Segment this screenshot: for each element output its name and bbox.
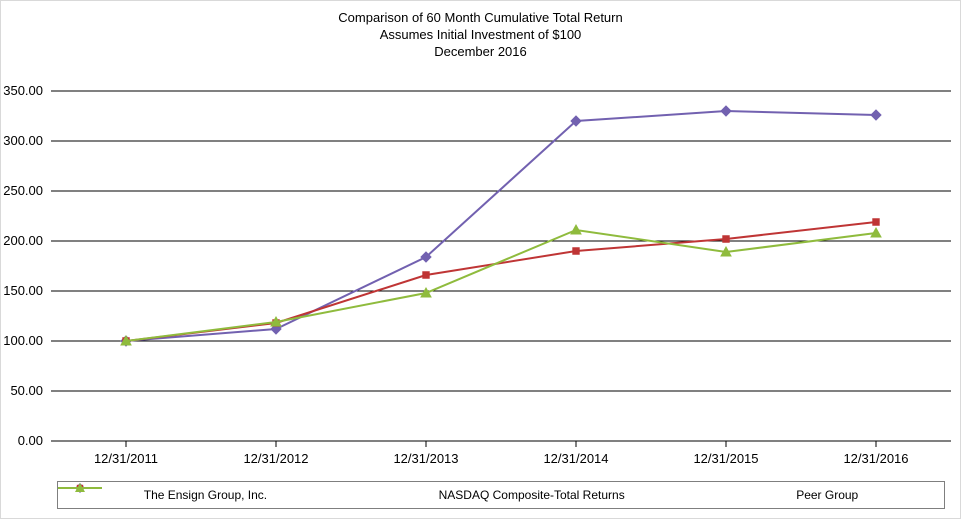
legend-label: The Ensign Group, Inc. (144, 488, 267, 502)
svg-text:0.00: 0.00 (18, 433, 43, 448)
legend-item: The Ensign Group, Inc. (144, 488, 267, 502)
svg-text:300.00: 300.00 (3, 133, 43, 148)
svg-text:12/31/2013: 12/31/2013 (393, 451, 458, 466)
legend-label: NASDAQ Composite-Total Returns (439, 488, 625, 502)
svg-text:350.00: 350.00 (3, 83, 43, 98)
svg-text:12/31/2011: 12/31/2011 (94, 451, 158, 466)
svg-text:12/31/2016: 12/31/2016 (843, 451, 908, 466)
svg-text:12/31/2012: 12/31/2012 (243, 451, 308, 466)
chart-svg: 0.00 50.00 100.00 150.00 200.00 250.00 300.00 3… (1, 1, 961, 520)
svg-text:100.00: 100.00 (3, 333, 43, 348)
svg-text:50.00: 50.00 (10, 383, 43, 398)
legend: The Ensign Group, Inc. NASDAQ Composite-T… (57, 481, 945, 509)
svg-text:250.00: 250.00 (3, 183, 43, 198)
legend-item: NASDAQ Composite-Total Returns (439, 488, 625, 502)
chart-container: Comparison of 60 Month Cumulative Total … (0, 0, 961, 519)
svg-text:12/31/2015: 12/31/2015 (693, 451, 758, 466)
svg-text:200.00: 200.00 (3, 233, 43, 248)
svg-text:150.00: 150.00 (3, 283, 43, 298)
legend-item: Peer Group (796, 488, 858, 502)
legend-label: Peer Group (796, 488, 858, 502)
svg-text:12/31/2014: 12/31/2014 (543, 451, 608, 466)
